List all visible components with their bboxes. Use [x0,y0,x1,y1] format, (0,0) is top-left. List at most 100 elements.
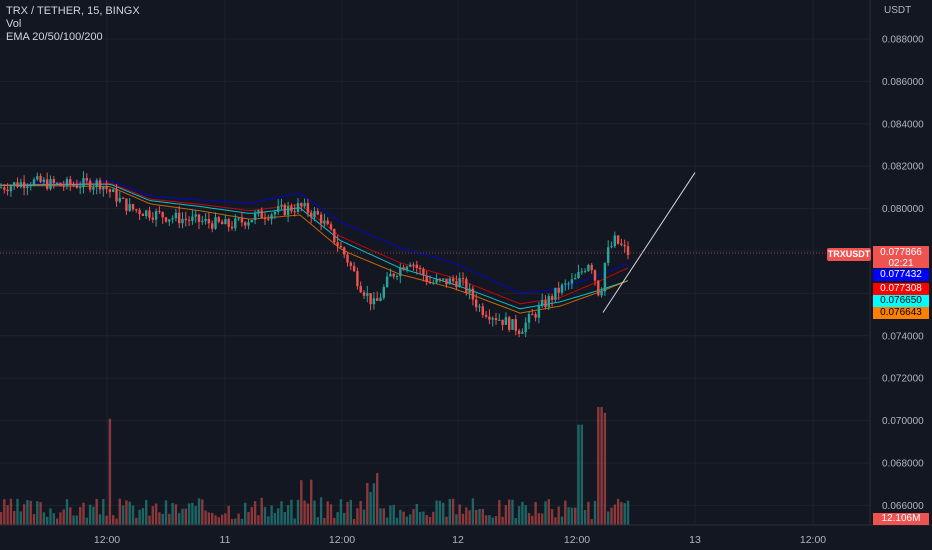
candle-body [593,270,597,281]
volume-bar [49,508,52,525]
candle-body [531,314,534,316]
volume-bar [138,509,141,525]
time-tick-label: 12:00 [94,534,120,546]
candle-body [409,264,412,267]
candle-body [214,217,217,229]
candle-body [65,179,69,187]
candle-body [39,175,42,182]
candle-body [217,217,220,222]
candle-body [263,218,267,220]
candle-body [141,214,145,216]
ema-indicator-label[interactable]: EMA 20/50/100/200 [6,31,103,43]
candle-body [362,292,366,296]
volume-bar [105,515,108,525]
candle-body [494,318,498,321]
volume-bar [316,517,319,525]
candle-body [62,185,65,187]
symbol-title[interactable]: TRX / TETHER, 15, BINGX [6,5,140,17]
candle-body [451,278,455,282]
price-tick-label: 0.068000 [882,459,924,470]
price-tick-label: 0.066000 [882,501,924,512]
candle-body [626,246,630,255]
candle-body [600,291,603,296]
volume-bar [9,498,13,525]
candle-body [207,218,211,224]
candle-body [296,203,300,212]
candle-body [313,211,316,218]
candle-body [613,235,616,247]
volume-bar [32,514,36,525]
volume-bar [610,507,613,525]
candle-body [468,288,471,293]
volume-bar [326,501,329,525]
candle-body [422,269,425,276]
candle-body [267,218,270,220]
volume-bar [521,501,524,525]
candle-body [623,244,626,247]
candle-body [517,330,521,334]
candle-body [567,283,570,285]
candle-body [85,178,88,181]
volume-indicator-label[interactable]: Vol [6,18,22,30]
volume-bar [154,503,158,525]
candle-body [145,210,148,216]
candle-body [326,220,329,225]
candle-body [234,218,237,229]
volume-bar [346,501,349,525]
volume-bar [214,515,217,525]
candle-body [372,298,376,305]
candle-body [458,278,461,288]
candle-body [465,278,468,293]
candle-body [197,214,201,222]
volume-bar [283,512,286,525]
volume-bar [52,513,55,525]
volume-bar [583,510,587,525]
candle-body [339,245,343,248]
volume-bar [19,511,22,525]
candle-body [151,217,154,220]
volume-bar [42,512,46,525]
candle-body [237,218,240,220]
volume-bar [372,483,376,525]
candle-body [230,226,234,229]
candle-body [59,182,62,186]
candle-body [574,278,577,280]
volume-bar [415,503,418,525]
candle-body [306,203,310,213]
time-axis[interactable]: 12:00 11 12:00 12 12:00 13 12:00 [0,524,932,550]
time-tick-label: 12:00 [800,534,826,546]
volume-bar [0,512,3,525]
candle-body [336,242,339,246]
candle-body [227,219,230,227]
candle-body [583,270,587,272]
volume-bar [306,503,310,525]
trendline[interactable] [602,172,696,313]
candle-body [607,247,610,263]
trendline-drawing[interactable] [602,172,696,313]
candle-body [448,278,451,285]
candle-body [55,182,59,184]
candle-body [323,220,326,224]
volume-bar [613,504,616,525]
candle-body [603,262,607,292]
volume-bar [296,499,300,525]
price-tick-label: 0.074000 [882,331,924,342]
candle-body [415,264,418,268]
candle-body [6,189,9,192]
candle-body [168,219,171,222]
volume-bar [187,503,191,525]
candle-body [201,220,204,222]
candle-body [481,306,484,315]
candle-body [148,210,151,218]
candle-body [52,179,55,184]
candle-body [171,218,174,220]
candle-body [349,262,352,266]
volume-bar [204,510,207,525]
volume-bar [128,501,131,525]
price-tick-label: 0.072000 [882,374,924,385]
candle-body [385,276,389,288]
ema-line [0,180,629,294]
candle-body [36,175,39,180]
volume-bar [3,499,6,525]
